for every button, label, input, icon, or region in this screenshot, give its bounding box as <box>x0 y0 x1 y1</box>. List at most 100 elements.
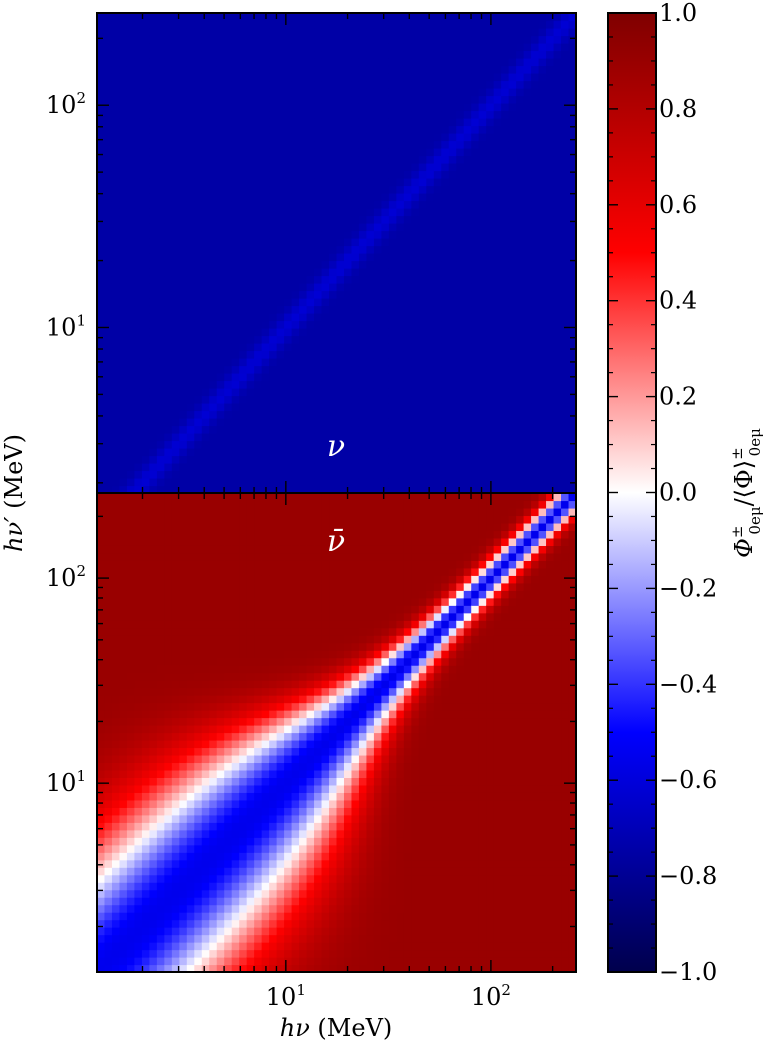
heatmap-top-cell <box>224 433 233 442</box>
heatmap-bottom-cell <box>179 560 188 569</box>
heatmap-top-cell <box>426 88 435 97</box>
heatmap-top-cell <box>381 238 390 247</box>
heatmap-top-cell <box>478 365 487 374</box>
heatmap-top-cell <box>224 13 233 22</box>
heatmap-top-cell <box>269 88 278 97</box>
heatmap-top-cell <box>448 380 457 389</box>
heatmap-top-cell <box>508 133 517 142</box>
heatmap-top-cell <box>111 125 121 134</box>
heatmap-top-cell <box>194 215 203 224</box>
heatmap-top-cell <box>299 110 308 119</box>
heatmap-top-cell <box>388 380 397 389</box>
heatmap-top-cell <box>396 118 405 127</box>
heatmap-top-cell <box>433 65 442 74</box>
heatmap-top-cell <box>104 13 113 22</box>
heatmap-top-cell <box>336 268 345 277</box>
heatmap-top-cell <box>486 95 495 104</box>
heatmap-top-cell <box>396 313 405 322</box>
heatmap-top-cell <box>314 185 323 194</box>
heatmap-top-cell <box>381 50 390 59</box>
heatmap-top-cell <box>471 253 480 262</box>
heatmap-top-cell <box>411 410 420 419</box>
heatmap-top-cell <box>216 185 225 194</box>
heatmap-top-cell <box>553 268 562 277</box>
heatmap-top-cell <box>561 455 570 464</box>
heatmap-top-cell <box>224 58 233 67</box>
heatmap-top-cell <box>478 358 487 367</box>
heatmap-top-cell <box>209 433 218 442</box>
heatmap-top-cell <box>568 208 576 217</box>
heatmap-top-cell <box>493 268 502 277</box>
heatmap-top-cell <box>209 103 218 112</box>
heatmap-top-cell <box>448 110 457 119</box>
heatmap-top-cell <box>531 230 540 239</box>
heatmap-top-cell <box>456 200 465 209</box>
heatmap-top-cell <box>231 350 240 359</box>
heatmap-top-cell <box>343 253 353 262</box>
heatmap-top-cell <box>336 230 345 239</box>
heatmap-top-cell <box>538 58 547 67</box>
heatmap-bottom-cell <box>164 897 173 906</box>
heatmap-top-cell <box>261 313 270 322</box>
heatmap-top-cell <box>321 448 330 457</box>
heatmap-top-cell <box>433 275 442 284</box>
heatmap-top-cell <box>104 80 113 89</box>
heatmap-top-cell <box>291 118 300 127</box>
heatmap-top-cell <box>194 103 203 112</box>
heatmap-top-cell <box>329 388 338 397</box>
heatmap-top-cell <box>156 425 165 434</box>
heatmap-top-cell <box>284 223 293 232</box>
heatmap-top-cell <box>209 410 218 419</box>
heatmap-top-cell <box>209 283 218 292</box>
heatmap-top-cell <box>306 133 315 142</box>
heatmap-top-cell <box>516 260 525 269</box>
heatmap-top-cell <box>209 470 218 479</box>
heatmap-top-cell <box>411 268 420 277</box>
heatmap-bottom-cell <box>179 680 188 689</box>
heatmap-top-cell <box>314 395 323 404</box>
heatmap-top-cell <box>216 73 225 82</box>
heatmap-bottom-cell <box>171 493 180 502</box>
heatmap-top-cell <box>336 283 345 292</box>
heatmap-top-cell <box>336 50 345 59</box>
heatmap-top-cell <box>351 380 360 389</box>
heatmap-top-cell <box>269 110 278 119</box>
heatmap-top-cell <box>321 320 330 329</box>
heatmap-bottom-cell <box>141 597 150 606</box>
heatmap-top-cell <box>351 358 360 367</box>
heatmap-top-cell <box>269 253 278 262</box>
heatmap-bottom-cell <box>141 934 150 943</box>
heatmap-top-cell <box>343 463 353 472</box>
heatmap-top-cell <box>358 335 368 344</box>
heatmap-top-cell <box>508 283 517 292</box>
heatmap-top-cell <box>171 485 180 493</box>
heatmap-top-cell <box>134 470 143 479</box>
heatmap-top-cell <box>269 50 278 59</box>
heatmap-top-cell <box>261 283 270 292</box>
heatmap-top-cell <box>291 350 300 359</box>
heatmap-top-cell <box>538 328 547 337</box>
heatmap-top-cell <box>351 298 360 307</box>
heatmap-top-cell <box>441 28 450 37</box>
heatmap-top-cell <box>531 215 540 224</box>
heatmap-top-cell <box>231 245 240 254</box>
heatmap-top-cell <box>366 440 375 449</box>
heatmap-top-cell <box>239 395 248 404</box>
heatmap-top-cell <box>134 230 143 239</box>
heatmap-bottom-cell <box>186 897 195 906</box>
heatmap-bottom-cell <box>111 769 121 778</box>
heatmap-top-cell <box>568 470 576 479</box>
heatmap-top-cell <box>246 448 255 457</box>
heatmap-top-cell <box>239 13 248 22</box>
heatmap-bottom-cell <box>179 807 188 816</box>
heatmap-top-cell <box>448 50 457 59</box>
heatmap-top-cell <box>329 215 338 224</box>
heatmap-top-cell <box>568 155 576 164</box>
heatmap-top-cell <box>231 290 240 299</box>
heatmap-top-cell <box>261 373 270 382</box>
heatmap-top-cell <box>538 133 547 142</box>
heatmap-bottom-cell <box>126 537 136 546</box>
heatmap-top-cell <box>336 88 345 97</box>
heatmap-top-cell <box>456 43 465 52</box>
heatmap-bottom-cell <box>171 575 180 584</box>
